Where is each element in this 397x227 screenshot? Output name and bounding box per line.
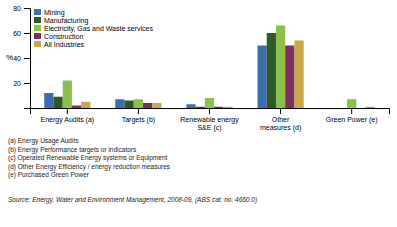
- bar: [294, 41, 303, 109]
- bar: [257, 46, 266, 109]
- legend-item: All Industries: [34, 41, 85, 48]
- y-tick-label: 40: [13, 55, 21, 62]
- legend-item: Construction: [34, 33, 83, 40]
- x-tick: Green Power (e): [326, 108, 378, 124]
- y-tick-mark: [24, 33, 30, 34]
- bar: [152, 103, 161, 108]
- legend-swatch: [34, 9, 41, 15]
- footnote: (b) Energy Performance targets or indica…: [8, 146, 137, 154]
- x-tick: Energy Audits (a): [40, 108, 94, 124]
- x-tick: Targets (b): [122, 108, 155, 124]
- legend-label: Manufacturing: [44, 17, 88, 25]
- bar: [143, 103, 152, 108]
- x-tick-label: Green Power (e): [326, 116, 378, 124]
- legend-item: Manufacturing: [34, 17, 88, 25]
- bars: [44, 26, 375, 109]
- bar: [214, 107, 223, 108]
- y-tick: 20: [13, 80, 30, 87]
- y-tick-label: 20: [13, 80, 21, 87]
- bar: [115, 99, 124, 108]
- y-tick: 80: [13, 5, 30, 12]
- bar: [347, 99, 356, 108]
- x-axis: Energy Audits (a) Targets (b) Renewable en…: [31, 108, 390, 132]
- y-axis-title: %: [6, 53, 13, 62]
- legend-label: All Industries: [44, 41, 85, 48]
- bar: [196, 107, 205, 108]
- y-tick-mark: [24, 8, 30, 9]
- y-tick-label: 60: [13, 30, 21, 37]
- legend-swatch: [34, 17, 41, 23]
- y-tick: 40: [13, 55, 30, 62]
- legend: MiningManufacturingElectricity, Gas and …: [34, 9, 153, 48]
- x-tick-mark: [351, 108, 352, 114]
- bar: [186, 104, 195, 108]
- legend-label: Electricity, Gas and Waste services: [44, 25, 153, 33]
- bar: [366, 107, 375, 108]
- bar: [267, 33, 276, 108]
- x-tick: Renewable energyS&E (c): [180, 108, 239, 132]
- legend-swatch: [34, 25, 41, 31]
- x-tick: Othermeasures (d): [260, 108, 301, 132]
- y-tick: 60: [13, 30, 30, 37]
- legend-label: Construction: [44, 33, 83, 40]
- footnotes: (a) Energy Usage Audits(b) Energy Perfor…: [8, 137, 171, 179]
- x-axis-line: [31, 109, 390, 115]
- y-axis: 20 40 60 80: [13, 5, 30, 109]
- y-tick-label: 80: [13, 5, 21, 12]
- bar: [356, 108, 365, 109]
- x-tick-label: Othermeasures (d): [260, 116, 301, 132]
- bar: [125, 101, 134, 109]
- legend-item: Mining: [34, 9, 65, 17]
- x-tick-mark: [138, 108, 139, 114]
- source: Source: Energy, Water and Environment Ma…: [8, 196, 257, 204]
- footnote: (e) Purchased Green Power: [8, 171, 90, 179]
- bar: [72, 106, 81, 109]
- bar: [205, 98, 214, 108]
- bar: [285, 46, 294, 109]
- x-tick-label: Renewable energyS&E (c): [180, 116, 239, 132]
- legend-label: Mining: [44, 9, 65, 17]
- bar: [276, 26, 285, 109]
- y-tick-mark: [24, 58, 30, 59]
- chart: 20 40 60 80 Energy Audits (a) Targets (b) Rene…: [0, 0, 397, 227]
- legend-swatch: [34, 41, 41, 47]
- legend-item: Electricity, Gas and Waste services: [34, 25, 153, 33]
- x-tick-mark: [67, 108, 68, 114]
- footnote: (d) Other Energy Efficiency / energy red…: [8, 163, 171, 171]
- x-tick-mark: [280, 108, 281, 114]
- footnote: (c) Operated Renewable Energy systems or…: [8, 154, 168, 162]
- bar: [53, 97, 62, 108]
- bar: [338, 108, 347, 109]
- bar: [63, 81, 72, 109]
- footnote: (a) Energy Usage Audits: [8, 137, 79, 145]
- y-axis-line: [24, 9, 31, 109]
- bar: [329, 108, 338, 109]
- y-tick-mark: [24, 83, 30, 84]
- legend-swatch: [34, 33, 41, 39]
- x-tick-mark: [209, 108, 210, 114]
- x-tick-label: Targets (b): [122, 116, 155, 124]
- bar: [134, 99, 143, 108]
- bar: [44, 93, 53, 108]
- bar: [81, 102, 90, 108]
- bar: [223, 107, 232, 108]
- x-tick-label: Energy Audits (a): [40, 116, 94, 124]
